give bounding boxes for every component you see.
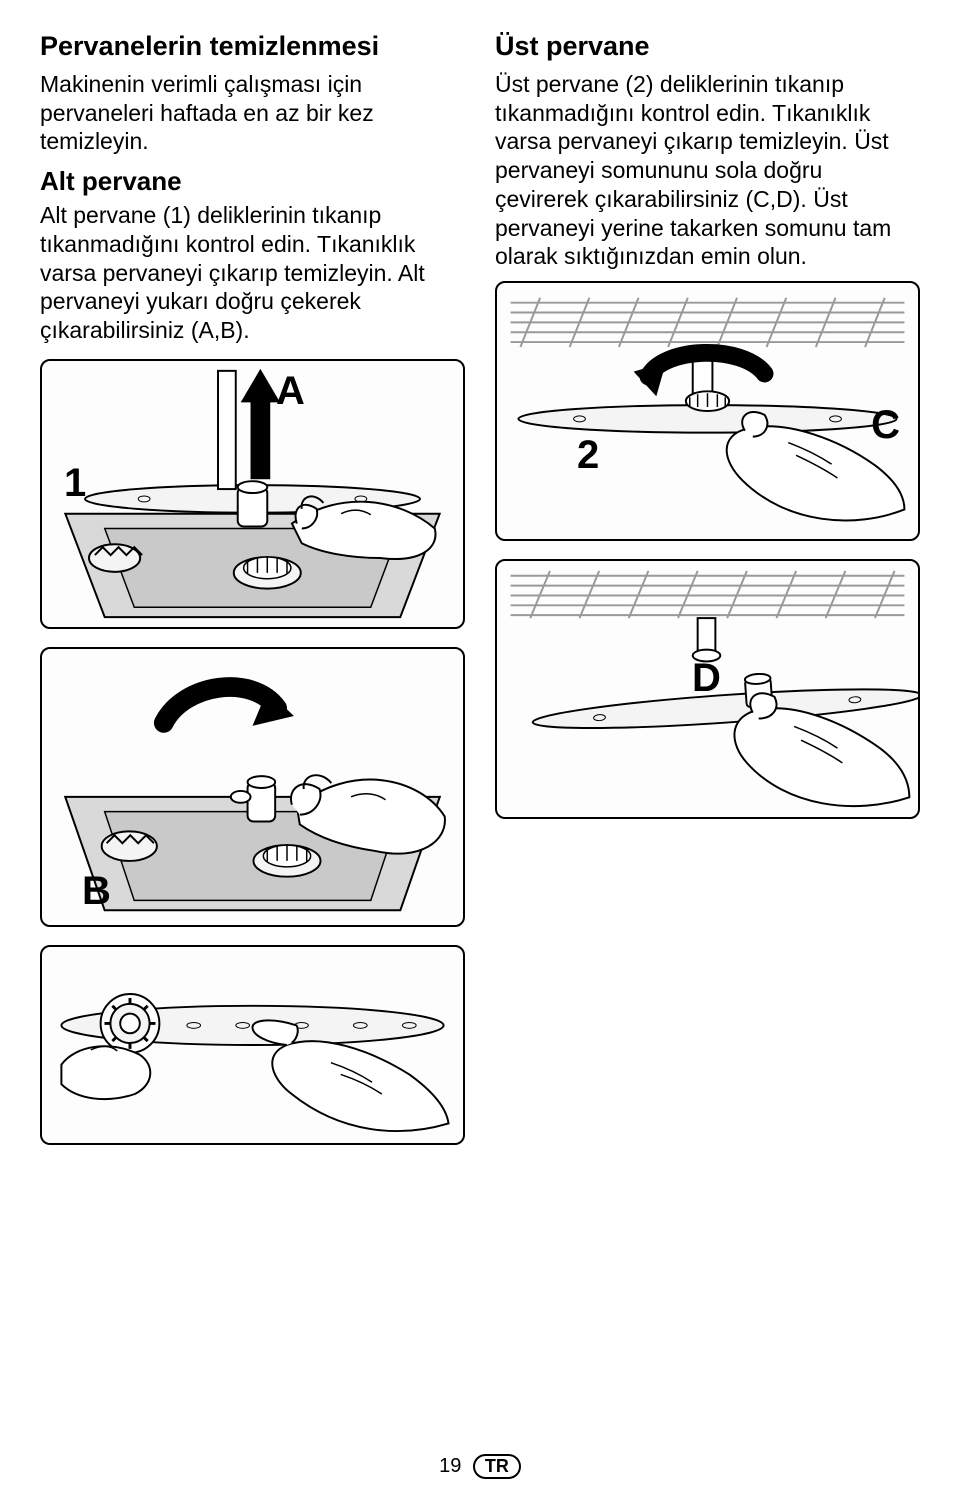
figure-hold-arm (40, 945, 465, 1145)
label-a: A (276, 369, 305, 414)
label-1: 1 (64, 461, 86, 506)
section-title-right: Üst pervane (495, 30, 920, 64)
page-footer: 19 TR (40, 1454, 920, 1479)
illustration-hold-spray-arm (42, 947, 463, 1143)
right-column: Üst pervane Üst pervane (2) deliklerinin… (495, 30, 920, 1145)
illustration-lower-arm-pull-up (42, 361, 463, 627)
intro-text: Makinenin verimli çalışması için pervane… (40, 70, 465, 156)
label-2: 2 (577, 433, 599, 478)
figure-a: A 1 (40, 359, 465, 629)
figure-b: B (40, 647, 465, 927)
left-column: Pervanelerin temizlenmesi Makinenin veri… (40, 30, 465, 1145)
paragraph: Alt pervane (1) deliklerinin tıkanıp tık… (40, 201, 465, 345)
figure-c: C 2 (495, 281, 920, 541)
figure-d: D (495, 559, 920, 819)
label-d: D (692, 656, 721, 701)
subsection-title: Alt pervane (40, 166, 465, 197)
label-b: B (82, 869, 111, 914)
page-number: 19 (439, 1455, 461, 1477)
illustration-upper-arm-unscrew (497, 283, 918, 539)
paragraph-right: Üst pervane (2) deliklerinin tıkanıp tık… (495, 70, 920, 271)
language-badge: TR (473, 1454, 521, 1479)
section-title: Pervanelerin temizlenmesi (40, 30, 465, 64)
label-c: C (871, 403, 900, 448)
